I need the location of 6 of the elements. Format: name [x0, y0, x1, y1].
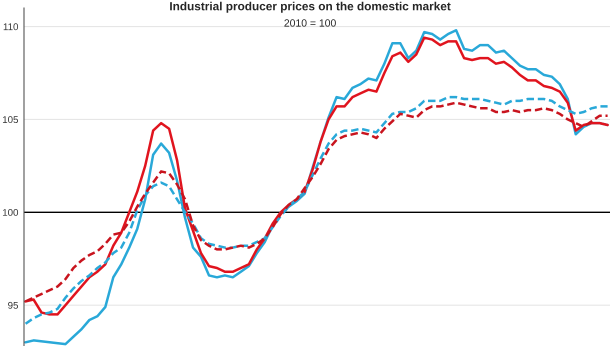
text: 2010 = 100 [284, 19, 336, 27]
chart-title: Industrial producer prices on the domestic market [170, 2, 451, 13]
y-tick-label: 105 [2, 116, 18, 124]
y-tick-label: 110 [4, 23, 18, 30]
y-tick-label: 100 [2, 209, 18, 216]
y-tick-label: 95 [8, 302, 18, 309]
